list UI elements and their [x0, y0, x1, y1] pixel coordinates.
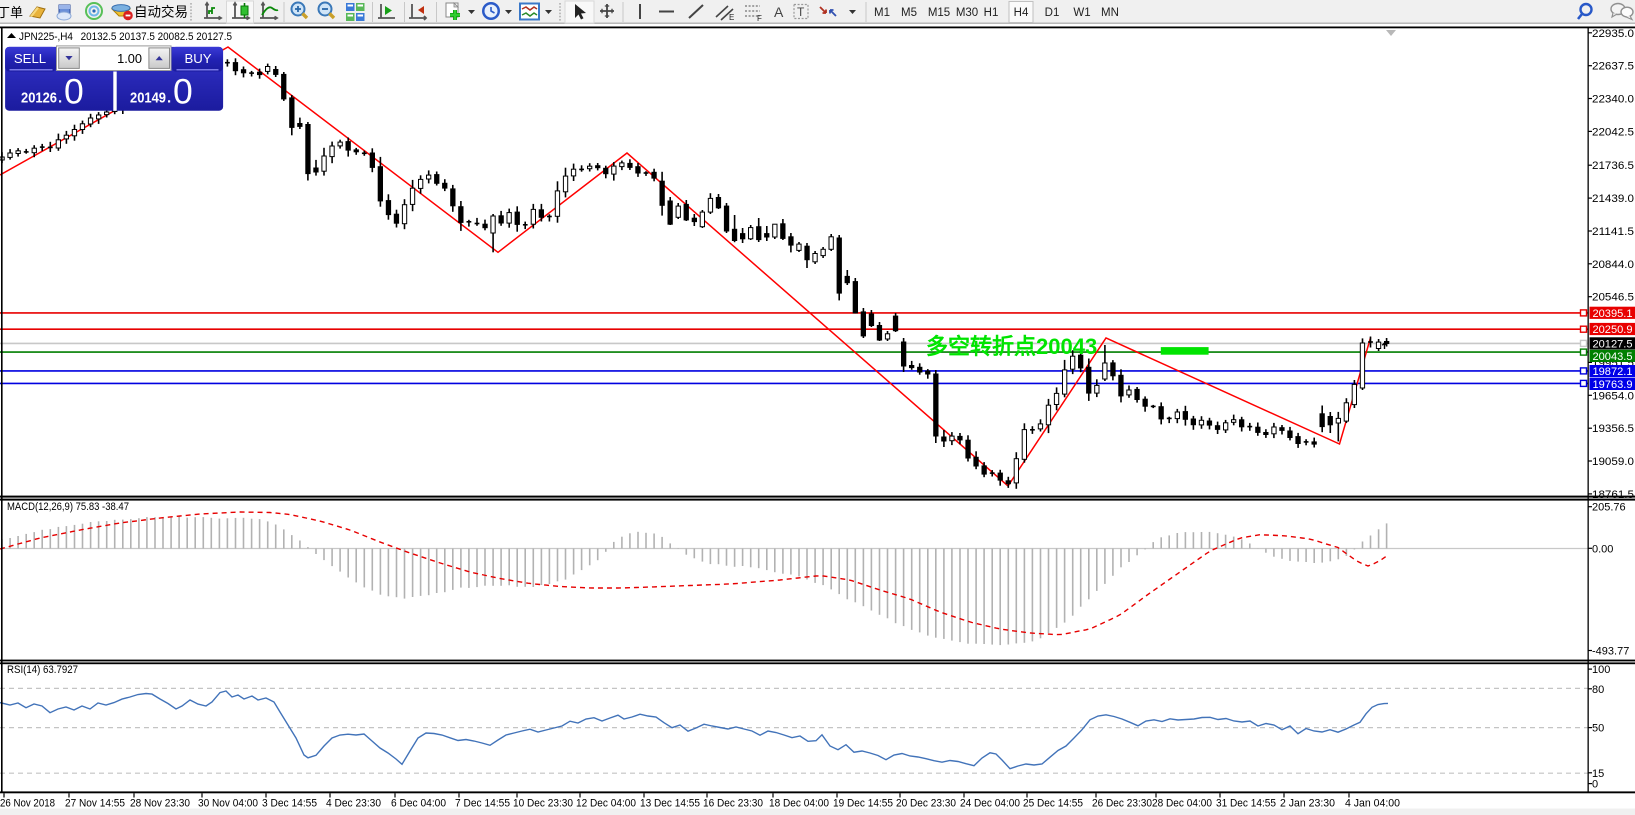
svg-text:26 Dec 23:30: 26 Dec 23:30 — [1092, 798, 1152, 810]
svg-text:丁单: 丁单 — [0, 5, 23, 20]
svg-text:0: 0 — [1592, 779, 1598, 791]
svg-text:3 Dec 14:55: 3 Dec 14:55 — [262, 798, 317, 810]
svg-text:MACD(12,26,9) 75.83 -38.47: MACD(12,26,9) 75.83 -38.47 — [7, 501, 129, 513]
svg-text:JPN225-,H4 20132.5 20137.5 20: JPN225-,H4 20132.5 20137.5 20082.5 20127… — [19, 31, 232, 43]
svg-text:T: T — [797, 5, 805, 19]
svg-text:6 Dec 04:00: 6 Dec 04:00 — [391, 798, 446, 810]
svg-text:50: 50 — [1592, 723, 1604, 735]
svg-text:80: 80 — [1592, 684, 1604, 696]
svg-text:D1: D1 — [1045, 7, 1060, 19]
svg-text:F: F — [757, 14, 762, 23]
svg-text:1.00: 1.00 — [117, 51, 142, 66]
svg-text:20546.5: 20546.5 — [1592, 292, 1634, 304]
svg-text:2 Jan 23:30: 2 Jan 23:30 — [1280, 798, 1335, 810]
svg-text:20149: 20149 — [130, 91, 166, 107]
svg-text:20250.9: 20250.9 — [1593, 324, 1633, 336]
svg-text:20127.5: 20127.5 — [1593, 339, 1633, 351]
svg-text:19059.0: 19059.0 — [1592, 456, 1634, 468]
svg-text:31 Dec 14:55: 31 Dec 14:55 — [1216, 798, 1276, 810]
svg-text:4 Dec 23:30: 4 Dec 23:30 — [326, 798, 381, 810]
svg-text:20395.1: 20395.1 — [1593, 308, 1633, 320]
svg-text:28 Nov 23:30: 28 Nov 23:30 — [130, 798, 190, 810]
svg-text:22340.0: 22340.0 — [1592, 94, 1634, 106]
svg-text:M15: M15 — [928, 7, 950, 19]
svg-text:20043.5: 20043.5 — [1593, 351, 1633, 363]
svg-text:19872.1: 19872.1 — [1593, 366, 1633, 378]
svg-text:多空转折点20043: 多空转折点20043 — [926, 334, 1097, 359]
svg-text:4 Jan 04:00: 4 Jan 04:00 — [1345, 798, 1400, 810]
svg-text:27 Nov 14:55: 27 Nov 14:55 — [65, 798, 125, 810]
svg-text:W1: W1 — [1073, 7, 1090, 19]
svg-text:E: E — [729, 13, 734, 22]
svg-text:30 Nov 04:00: 30 Nov 04:00 — [198, 798, 258, 810]
svg-text:20 Dec 23:30: 20 Dec 23:30 — [896, 798, 956, 810]
svg-text:21736.5: 21736.5 — [1592, 160, 1634, 172]
svg-text:18761.5: 18761.5 — [1592, 489, 1634, 501]
svg-text:MN: MN — [1101, 7, 1119, 19]
svg-text:19763.9: 19763.9 — [1593, 379, 1633, 391]
svg-text:M5: M5 — [901, 7, 917, 19]
svg-text:12 Dec 04:00: 12 Dec 04:00 — [576, 798, 636, 810]
svg-text:19 Dec 14:55: 19 Dec 14:55 — [833, 798, 893, 810]
svg-text:205.76: 205.76 — [1592, 502, 1626, 514]
svg-text:0: 0 — [64, 72, 84, 112]
svg-text:20844.0: 20844.0 — [1592, 259, 1634, 271]
svg-text:100: 100 — [1592, 664, 1610, 676]
svg-text:M1: M1 — [874, 7, 890, 19]
svg-text:16 Dec 23:30: 16 Dec 23:30 — [703, 798, 763, 810]
svg-text:.: . — [58, 90, 62, 107]
svg-text:25 Dec 14:55: 25 Dec 14:55 — [1023, 798, 1083, 810]
svg-text:H1: H1 — [984, 7, 999, 19]
svg-text:22935.0: 22935.0 — [1592, 28, 1634, 40]
svg-text:RSI(14) 63.7927: RSI(14) 63.7927 — [7, 664, 78, 676]
svg-text:0.00: 0.00 — [1592, 543, 1613, 555]
svg-text:19654.0: 19654.0 — [1592, 390, 1634, 402]
svg-text:21439.0: 21439.0 — [1592, 193, 1634, 205]
svg-text:20126: 20126 — [21, 91, 57, 107]
svg-text:28 Dec 04:00: 28 Dec 04:00 — [1152, 798, 1212, 810]
svg-text:13 Dec 14:55: 13 Dec 14:55 — [640, 798, 700, 810]
svg-text:19356.5: 19356.5 — [1592, 423, 1634, 435]
svg-text:21141.5: 21141.5 — [1592, 226, 1634, 238]
svg-text:A: A — [774, 4, 784, 20]
svg-text:H4: H4 — [1014, 7, 1029, 19]
svg-text:M30: M30 — [956, 7, 978, 19]
svg-text:0: 0 — [173, 72, 193, 112]
svg-text:24 Dec 04:00: 24 Dec 04:00 — [960, 798, 1020, 810]
svg-text:自动交易: 自动交易 — [134, 4, 188, 20]
svg-text:15: 15 — [1592, 768, 1604, 780]
svg-text:.: . — [167, 90, 171, 107]
svg-text:-493.77: -493.77 — [1592, 646, 1629, 658]
svg-text:BUY: BUY — [184, 51, 211, 66]
svg-text:26 Nov 2018: 26 Nov 2018 — [0, 798, 55, 810]
svg-text:7 Dec 14:55: 7 Dec 14:55 — [455, 798, 510, 810]
svg-text:22637.5: 22637.5 — [1592, 61, 1634, 73]
svg-text:SELL: SELL — [14, 51, 46, 66]
svg-text:18 Dec 04:00: 18 Dec 04:00 — [769, 798, 829, 810]
svg-text:10 Dec 23:30: 10 Dec 23:30 — [513, 798, 573, 810]
svg-text:22042.5: 22042.5 — [1592, 126, 1634, 138]
